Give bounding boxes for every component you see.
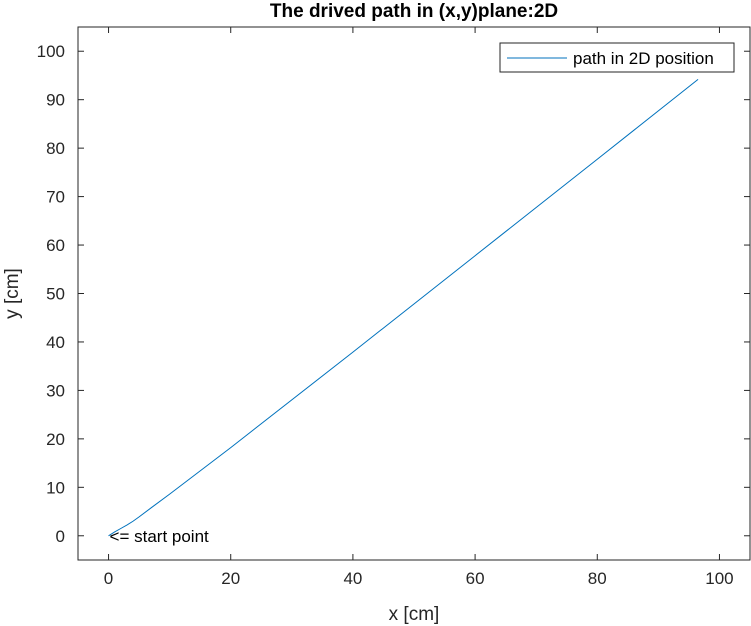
y-tick-label: 90 [46, 91, 65, 110]
y-tick-label: 30 [46, 381, 65, 400]
x-tick-label: 80 [588, 569, 607, 588]
y-tick-label: 0 [56, 527, 65, 546]
x-tick-label: 60 [466, 569, 485, 588]
y-tick-label: 10 [46, 478, 65, 497]
y-tick-label: 50 [46, 285, 65, 304]
y-tick-label: 40 [46, 333, 65, 352]
axes-box [77, 26, 751, 561]
x-tick-label: 40 [343, 569, 362, 588]
y-tick-label: 70 [46, 188, 65, 207]
x-tick-label: 0 [104, 569, 113, 588]
legend: path in 2D position [499, 42, 735, 73]
x-tick-label: 20 [221, 569, 240, 588]
plot-area: 0 20 40 60 80 100 0 10 20 30 40 50 60 70 80 90 100 <= sta… [37, 26, 751, 588]
start-point-annotation: <= start point [110, 527, 210, 546]
x-axis-label: x [cm] [389, 604, 440, 625]
y-axis-label: y [cm] [2, 268, 23, 319]
legend-label: path in 2D position [573, 49, 714, 68]
chart-title: The drived path in (x,y)plane:2D [270, 1, 558, 22]
y-tick-label: 80 [46, 139, 65, 158]
x-tick-label: 100 [705, 569, 733, 588]
y-tick-label: 20 [46, 430, 65, 449]
y-tick-label: 60 [46, 236, 65, 255]
y-tick-label: 100 [37, 42, 65, 61]
series-line [108, 78, 699, 537]
